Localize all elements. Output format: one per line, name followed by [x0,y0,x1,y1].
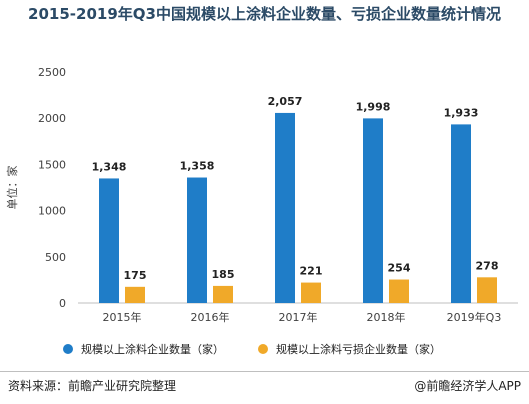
y-tick-label: 2000 [38,112,66,125]
legend-label: 规模以上涂料企业数量（家） [81,342,224,356]
x-tick-label: 2018年 [367,310,406,324]
legend-label: 规模以上涂料亏损企业数量（家） [276,342,441,356]
data-labels: 1,348 175 1,358 185 2,057 221 1,998 254 1,933 278 [92,95,499,282]
data-label: 1,358 [180,160,215,173]
bar [301,282,321,303]
x-tick-label: 2017年 [279,310,318,324]
data-label: 254 [388,262,411,275]
axes: 0 500 1000 1500 2000 2500 单位：家 2015年 2016年 2017年 2… [5,66,518,324]
data-label: 185 [212,268,235,281]
bar [363,118,383,303]
data-label: 221 [300,265,323,278]
data-label: 1,998 [356,100,391,113]
x-tick-label: 2015年 [103,310,142,324]
bars [99,112,497,303]
bar [213,285,233,303]
bar [451,124,471,303]
bar [477,277,497,303]
bar [389,279,409,303]
legend: 规模以上涂料企业数量（家） 规模以上涂料亏损企业数量（家） [63,342,441,356]
y-tick-label: 1000 [38,205,66,218]
data-label: 175 [124,269,147,282]
data-label: 1,933 [444,106,479,119]
y-tick-label: 500 [45,251,66,264]
footer: 资料来源：前瞻产业研究院整理 @前瞻经济学人APP [0,371,529,404]
y-axis-label: 单位：家 [5,166,19,210]
bar [125,286,145,303]
x-tick-label: 2016年 [191,310,230,324]
data-label: 1,348 [92,160,127,173]
y-tick-label: 0 [59,297,66,310]
bar [187,177,207,303]
chart-title: 2015-2019年Q3中国规模以上涂料企业数量、亏损企业数量统计情况 [28,5,501,23]
source-note: 资料来源：前瞻产业研究院整理 [8,379,177,393]
legend-marker [258,344,268,354]
y-tick-label: 1500 [38,158,66,171]
bar [275,112,295,303]
bar-chart: 0 500 1000 1500 2000 2500 单位：家 2015年 2016年 2017年 2… [5,66,518,356]
brand-credit: @前瞻经济学人APP [414,379,521,393]
bar [99,178,119,303]
data-label: 2,057 [268,95,303,108]
y-tick-label: 2500 [38,66,66,79]
data-label: 278 [476,259,499,272]
legend-marker [63,344,73,354]
x-tick-label: 2019年Q3 [447,310,502,324]
